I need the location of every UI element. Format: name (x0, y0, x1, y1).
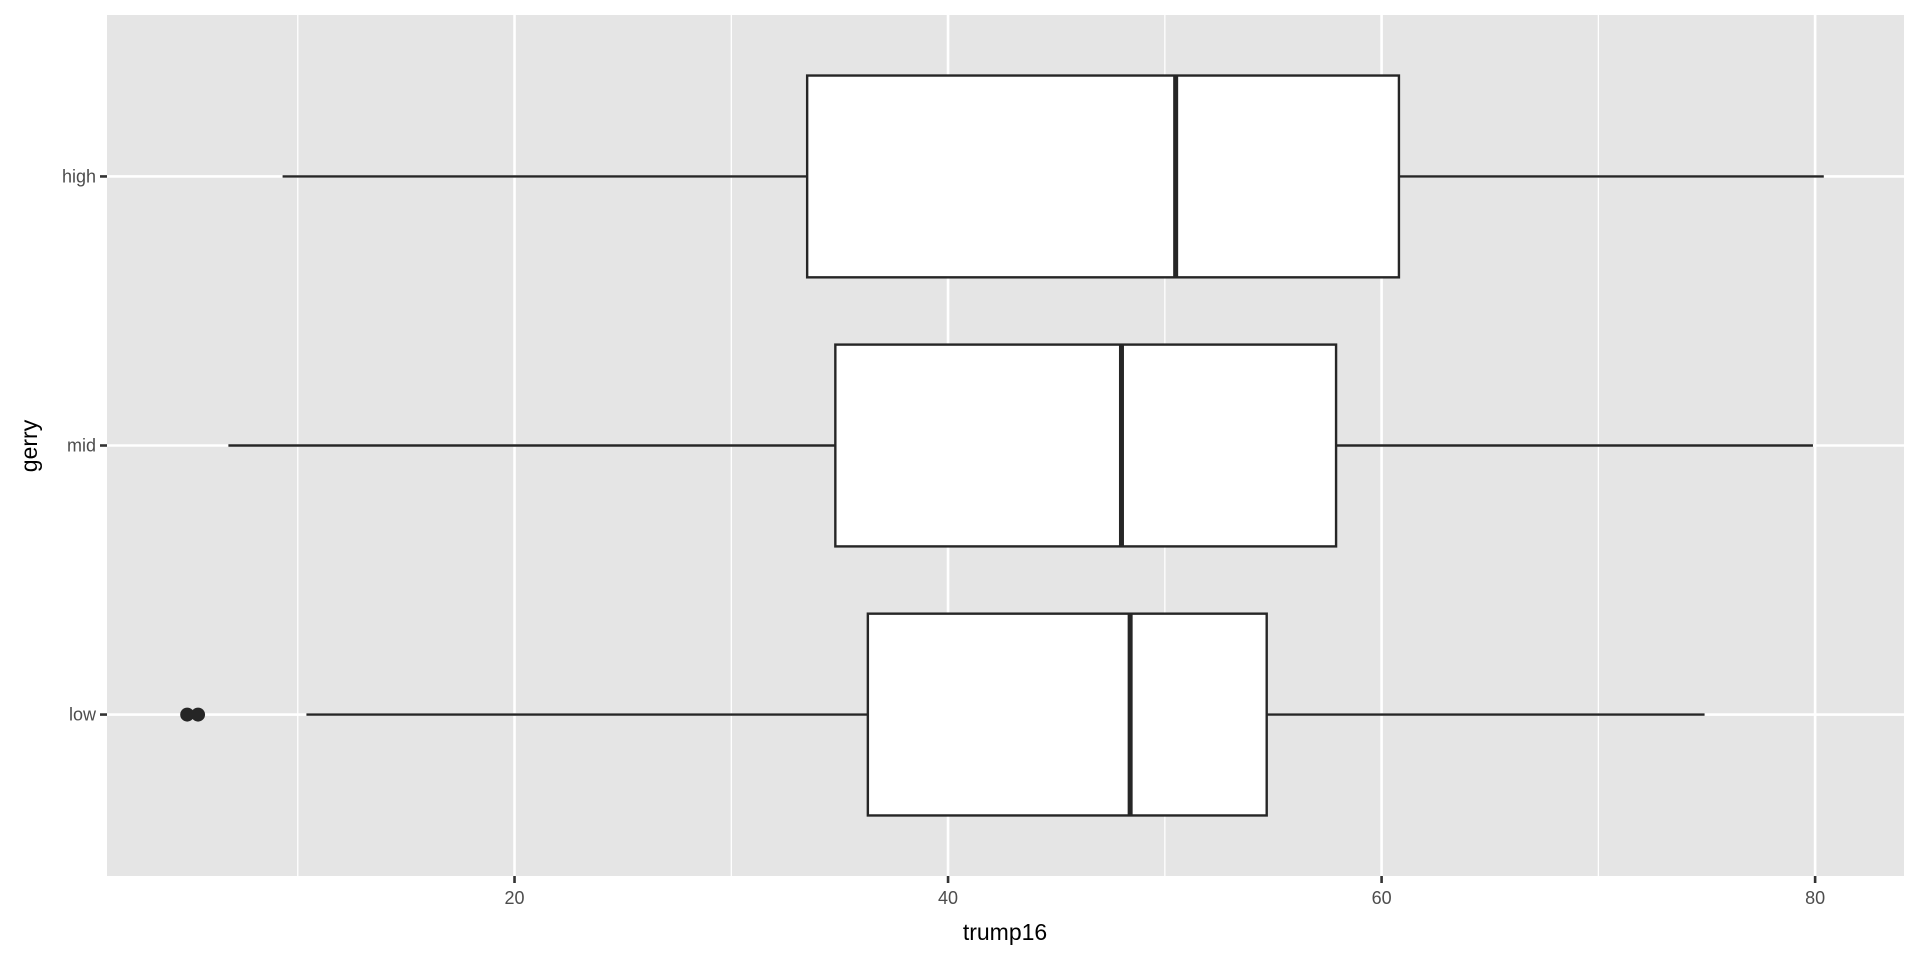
outlier-point (180, 707, 195, 722)
boxes (180, 74, 1824, 817)
y-tick-label: mid (67, 436, 96, 456)
outlier-point (191, 707, 206, 722)
y-tick-label: low (69, 705, 97, 725)
x-tick-label: 20 (505, 888, 525, 908)
x-tick-label: 80 (1805, 888, 1825, 908)
x-axis-title: trump16 (963, 919, 1047, 945)
y-tick-label: high (62, 166, 96, 186)
x-tick-label: 60 (1372, 888, 1392, 908)
box-low (180, 612, 1705, 817)
axes: 20 40 60 80 low mid high (62, 166, 1825, 908)
box-mid (228, 343, 1813, 548)
iqr-box (834, 343, 1338, 548)
y-axis-title: gerry (16, 419, 42, 472)
x-tick-label: 40 (938, 888, 958, 908)
box-high (282, 74, 1824, 279)
iqr-box (805, 74, 1401, 279)
iqr-box (866, 612, 1268, 817)
